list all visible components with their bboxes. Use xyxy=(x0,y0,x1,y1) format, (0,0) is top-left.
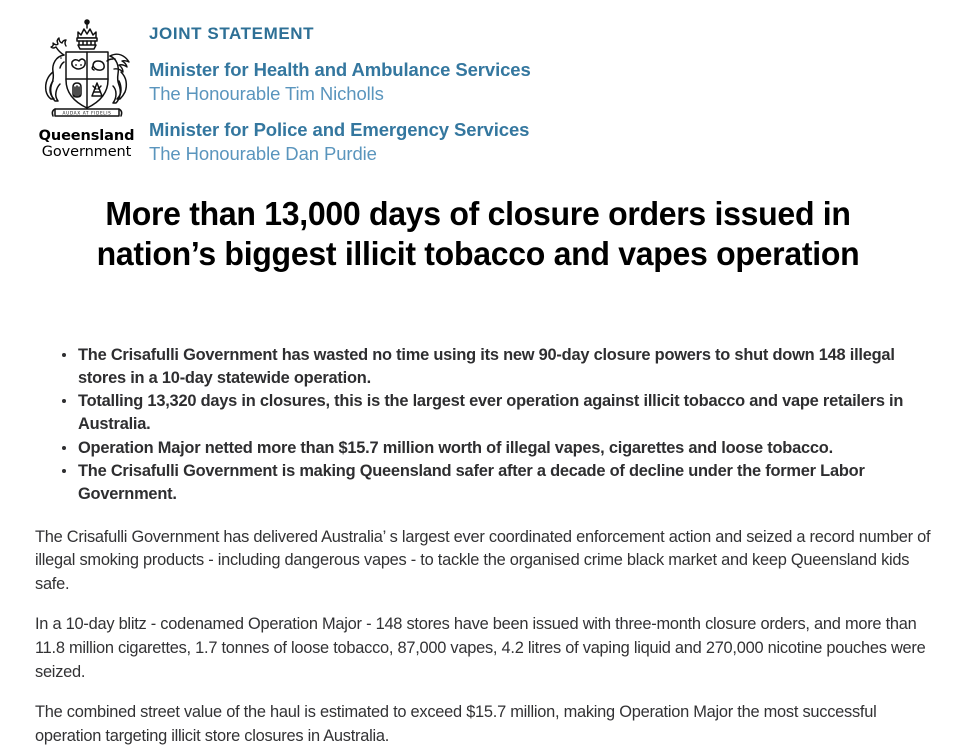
queensland-coat-of-arms-icon: AUDAX AT FIDELIS xyxy=(31,18,143,127)
minister-title-health: Minister for Health and Ambulance Servic… xyxy=(149,59,531,80)
page-title: More than 13,000 days of closure orders … xyxy=(96,195,860,273)
minister-title-police: Minister for Police and Emergency Servic… xyxy=(149,119,530,140)
body-paragraph: In a 10-day blitz - codenamed Operation … xyxy=(35,615,926,681)
crest-motto-text: AUDAX AT FIDELIS xyxy=(62,110,111,116)
list-item: The Crisafulli Government has wasted no … xyxy=(62,344,936,391)
key-points-list: The Crisafulli Government has wasted no … xyxy=(0,344,956,507)
queensland-government-wordmark: Queensland Government xyxy=(39,128,135,160)
list-item: The Crisafulli Government is making Quee… xyxy=(62,460,936,507)
list-item: Totalling 13,320 days in closures, this … xyxy=(62,390,936,437)
article-body: The Crisafulli Government has delivered … xyxy=(0,526,956,749)
minister-name-health: The Honourable Tim Nicholls xyxy=(149,83,384,104)
body-paragraph: The Crisafulli Government has delivered … xyxy=(35,527,931,593)
queensland-government-logo: AUDAX AT FIDELIS Queensland Government xyxy=(0,18,145,160)
list-item: Operation Major netted more than $15.7 m… xyxy=(62,437,936,460)
body-paragraph: The combined street value of the haul is… xyxy=(35,703,877,745)
header-text-block: JOINT STATEMENT Minister for Health and … xyxy=(145,18,531,165)
minister-name-police: The Honourable Dan Purdie xyxy=(149,143,377,164)
wordmark-queensland: Queensland xyxy=(38,128,135,144)
minister-block-police: Minister for Police and Emergency Servic… xyxy=(149,119,531,165)
minister-block-health: Minister for Health and Ambulance Servic… xyxy=(149,59,531,105)
joint-statement-eyebrow: JOINT STATEMENT xyxy=(149,24,315,43)
statement-header: AUDAX AT FIDELIS Queensland Government J… xyxy=(0,0,956,164)
wordmark-government: Government xyxy=(41,144,132,161)
